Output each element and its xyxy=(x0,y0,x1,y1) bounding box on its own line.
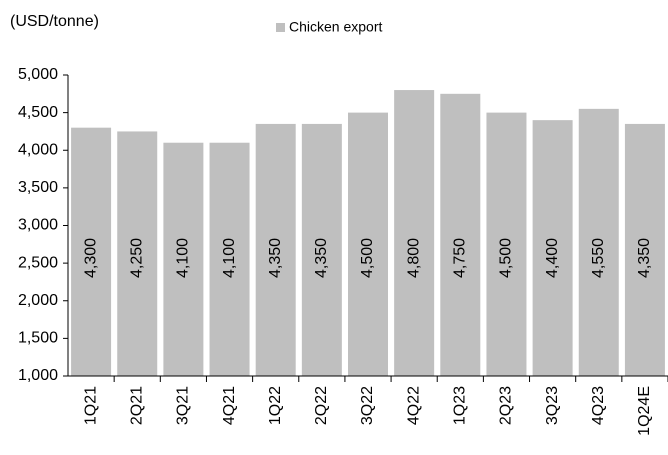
x-tick-label: 3Q21 xyxy=(175,386,192,425)
x-tick-label: 4Q21 xyxy=(221,386,238,425)
bar xyxy=(486,112,527,376)
value-label: 4,800 xyxy=(405,238,422,278)
y-tick-label: 3,000 xyxy=(18,217,58,234)
value-label: 4,100 xyxy=(175,238,192,278)
x-tick-label: 2Q21 xyxy=(128,386,145,425)
x-tick-label: 1Q22 xyxy=(267,386,284,425)
bar xyxy=(440,93,481,376)
legend-label: Chicken export xyxy=(289,19,382,35)
x-tick-label: 3Q22 xyxy=(359,386,376,425)
bar xyxy=(255,123,296,376)
value-label: 4,350 xyxy=(636,238,653,278)
y-tick-label: 4,000 xyxy=(18,141,58,158)
value-label: 4,250 xyxy=(128,238,145,278)
value-label: 4,100 xyxy=(221,238,238,278)
bar xyxy=(624,123,665,376)
value-label: 4,500 xyxy=(359,238,376,278)
y-tick-label: 4,500 xyxy=(18,104,58,121)
value-label: 4,400 xyxy=(544,238,561,278)
x-tick-label: 2Q23 xyxy=(498,386,515,425)
legend-swatch xyxy=(276,23,285,32)
x-tick-label: 1Q23 xyxy=(452,386,469,425)
y-axis-label: (USD/tonne) xyxy=(10,13,99,30)
bar xyxy=(532,120,573,377)
x-tick-label: 4Q23 xyxy=(590,386,607,425)
value-label: 4,300 xyxy=(82,238,99,278)
y-tick-label: 2,500 xyxy=(18,254,58,271)
value-label: 4,350 xyxy=(267,238,284,278)
x-tick-label: 4Q22 xyxy=(405,386,422,425)
y-tick-label: 2,000 xyxy=(18,292,58,309)
value-label: 4,550 xyxy=(590,238,607,278)
bar xyxy=(71,127,112,376)
x-tick-label: 1Q24E xyxy=(636,386,653,436)
value-label: 4,500 xyxy=(498,238,515,278)
y-tick-label: 1,000 xyxy=(18,367,58,384)
bar xyxy=(209,142,250,376)
bar xyxy=(394,90,435,377)
y-tick-label: 1,500 xyxy=(18,330,58,347)
bar xyxy=(301,123,342,376)
value-label: 4,750 xyxy=(452,238,469,278)
bar xyxy=(578,108,619,377)
bar xyxy=(163,142,204,376)
x-tick-label: 2Q22 xyxy=(313,386,330,425)
bar xyxy=(348,112,388,376)
value-label: 4,350 xyxy=(313,238,330,278)
x-tick-label: 1Q21 xyxy=(82,386,99,425)
y-tick-label: 5,000 xyxy=(18,66,58,83)
y-tick-label: 3,500 xyxy=(18,179,58,196)
x-tick-label: 3Q23 xyxy=(544,386,561,425)
bar xyxy=(117,131,158,376)
